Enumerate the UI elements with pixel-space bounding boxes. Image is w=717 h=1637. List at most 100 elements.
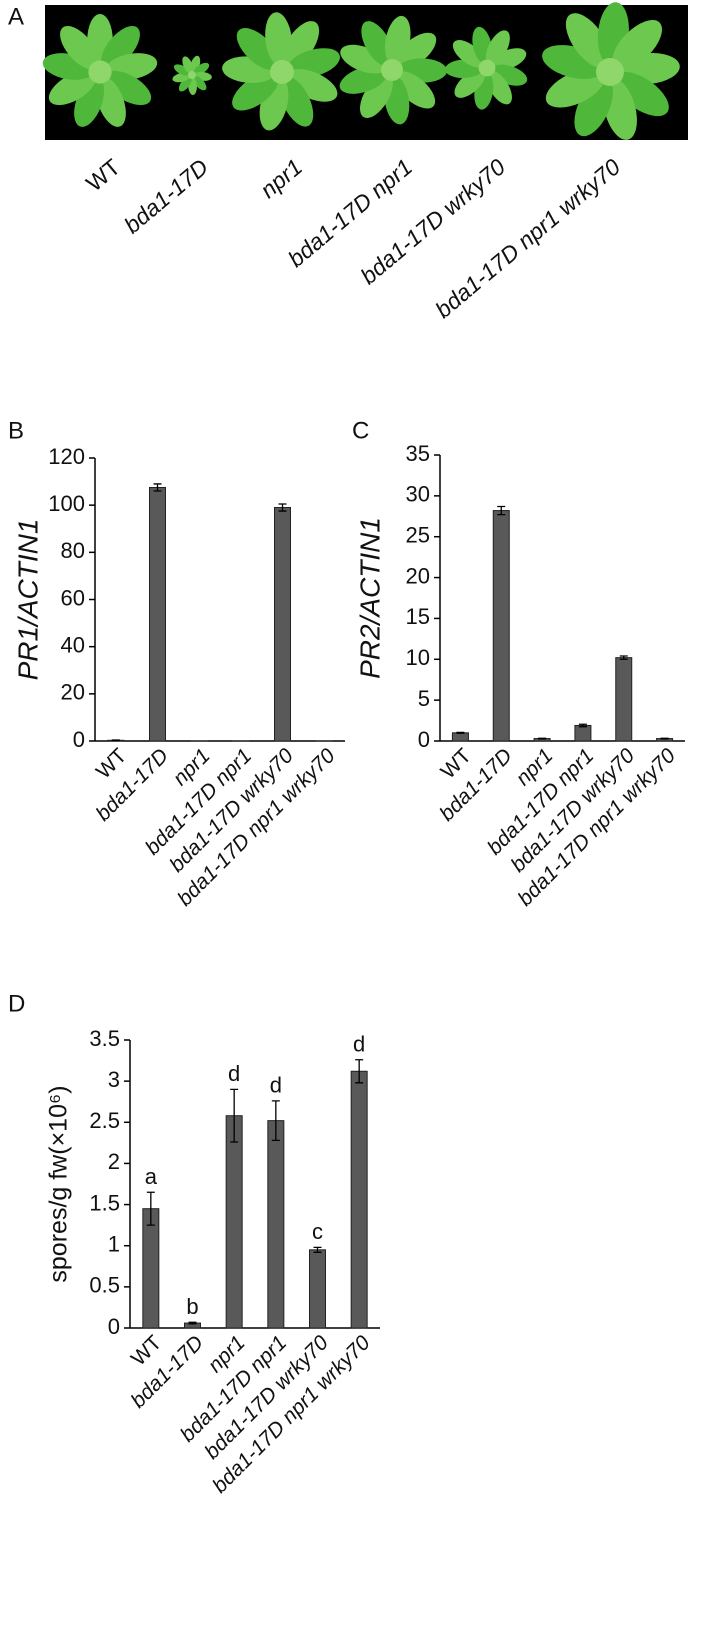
bar bbox=[142, 1208, 160, 1329]
bar bbox=[574, 724, 592, 742]
leaf bbox=[614, 72, 669, 117]
y-tick-label: 35 bbox=[406, 441, 430, 466]
leaf bbox=[178, 76, 192, 92]
leaf bbox=[192, 75, 207, 91]
y-axis-label: PR1/ACTIN1 bbox=[12, 519, 43, 681]
error-bar bbox=[188, 1321, 197, 1325]
bar bbox=[149, 486, 166, 742]
y-axis-label: PR2/ACTIN1 bbox=[354, 517, 385, 679]
leaf bbox=[173, 64, 191, 76]
y-tick-label: 1 bbox=[108, 1232, 120, 1257]
leaf bbox=[454, 69, 486, 98]
rosette-center bbox=[478, 59, 496, 77]
error-bar bbox=[355, 1059, 364, 1084]
error-bar bbox=[153, 483, 162, 492]
error-bar bbox=[619, 655, 628, 660]
y-axis-label: spores/g fw(×10⁶) bbox=[45, 1085, 73, 1282]
leaf bbox=[60, 25, 99, 70]
significance-letter: c bbox=[312, 1219, 323, 1244]
rosette-center bbox=[270, 60, 294, 84]
leaf bbox=[574, 77, 614, 137]
leaf bbox=[182, 56, 194, 74]
y-tick-label: 5 bbox=[418, 686, 430, 711]
genotype-label: bda1-17D npr1 wrky70 bbox=[430, 153, 625, 323]
leaf bbox=[193, 62, 210, 76]
leaf bbox=[265, 12, 292, 67]
y-tick-label: 20 bbox=[61, 680, 85, 705]
leaf bbox=[565, 13, 610, 68]
y-tick-label: 0 bbox=[73, 727, 85, 752]
error-bar bbox=[230, 1088, 239, 1143]
leaf bbox=[612, 19, 663, 70]
y-tick-label: 30 bbox=[406, 482, 430, 507]
error-bar bbox=[146, 1191, 155, 1226]
rosette-center bbox=[381, 59, 403, 81]
bar bbox=[309, 1249, 326, 1329]
y-tick-label: 3.5 bbox=[89, 1026, 120, 1051]
y-tick-label: 0 bbox=[418, 727, 430, 752]
bar bbox=[615, 657, 633, 742]
leaf bbox=[486, 70, 512, 105]
bar bbox=[451, 732, 469, 742]
y-tick-label: 2.5 bbox=[89, 1108, 120, 1133]
leaf bbox=[361, 21, 394, 66]
y-tick-label: 15 bbox=[406, 604, 430, 629]
significance-letter: a bbox=[145, 1164, 158, 1189]
rosette-center bbox=[188, 71, 196, 79]
leaf bbox=[384, 15, 411, 65]
bar bbox=[274, 507, 291, 742]
genotype-label: bda1-17D bbox=[119, 154, 213, 239]
genotype-label: npr1 bbox=[255, 154, 307, 204]
leaf bbox=[286, 69, 338, 102]
panel-label: A bbox=[8, 3, 24, 30]
significance-letter: d bbox=[353, 1032, 365, 1057]
leaf bbox=[485, 30, 510, 65]
y-tick-label: 60 bbox=[61, 585, 85, 610]
leaf bbox=[545, 68, 605, 108]
error-bar bbox=[271, 1100, 280, 1142]
error-bar bbox=[497, 505, 506, 516]
plants bbox=[42, 2, 680, 140]
panel-label: C bbox=[352, 417, 369, 444]
leaf bbox=[104, 70, 152, 106]
y-tick-label: 3 bbox=[108, 1067, 120, 1092]
panel-label: B bbox=[8, 417, 24, 444]
significance-letter: d bbox=[228, 1061, 240, 1086]
rosette-center bbox=[88, 60, 112, 84]
leaf bbox=[452, 40, 485, 68]
y-tick-label: 1.5 bbox=[89, 1190, 120, 1215]
error-bar bbox=[456, 731, 465, 734]
y-tick-label: 25 bbox=[406, 523, 430, 548]
bar bbox=[267, 1120, 285, 1329]
y-tick-label: 10 bbox=[406, 645, 430, 670]
leaf bbox=[394, 32, 437, 70]
leaf bbox=[394, 71, 436, 109]
significance-letter: d bbox=[270, 1073, 282, 1098]
leaf bbox=[281, 21, 320, 69]
bar bbox=[492, 510, 510, 742]
y-tick-label: 120 bbox=[48, 444, 85, 469]
significance-letter: b bbox=[186, 1294, 198, 1319]
y-tick-label: 2 bbox=[108, 1149, 120, 1174]
y-tick-label: 20 bbox=[406, 563, 430, 588]
y-tick-label: 80 bbox=[61, 538, 85, 563]
error-bar bbox=[313, 1246, 322, 1253]
panel-label: D bbox=[8, 990, 25, 1017]
error-bar bbox=[578, 723, 587, 728]
y-tick-label: 40 bbox=[61, 632, 85, 657]
leaf bbox=[236, 28, 280, 71]
y-tick-label: 0 bbox=[108, 1314, 120, 1339]
rosette-center bbox=[596, 58, 624, 86]
bar bbox=[225, 1115, 243, 1329]
y-tick-label: 0.5 bbox=[89, 1273, 120, 1298]
leaf bbox=[279, 76, 314, 127]
leaf bbox=[101, 25, 140, 70]
leaf bbox=[232, 72, 279, 111]
y-tick-label: 100 bbox=[48, 491, 85, 516]
genotype-label: WT bbox=[81, 154, 125, 197]
bar bbox=[350, 1070, 368, 1329]
error-bar bbox=[278, 503, 287, 512]
leaf bbox=[48, 70, 96, 106]
leaf bbox=[359, 73, 393, 119]
